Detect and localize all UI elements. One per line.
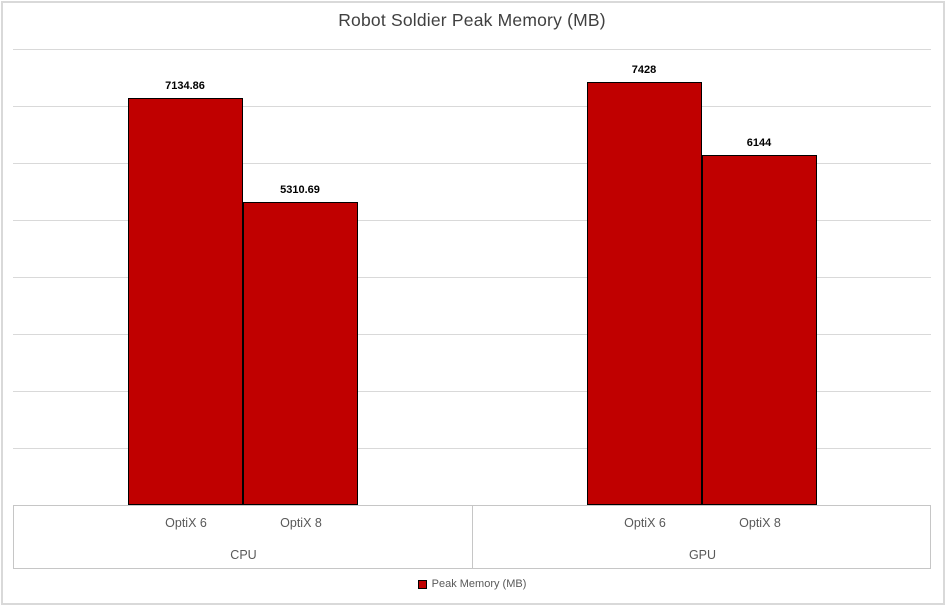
gridline bbox=[13, 448, 931, 449]
bar-value-label: 5310.69 bbox=[280, 184, 320, 197]
gridline bbox=[13, 277, 931, 278]
group-label: GPU bbox=[688, 548, 717, 562]
legend: Peak Memory (MB) bbox=[13, 575, 931, 593]
plot-area: 7134.86 5310.69 7428 6144 bbox=[13, 49, 931, 506]
gridline bbox=[13, 49, 931, 50]
bar-cpu-2 bbox=[242, 202, 358, 505]
bar-value-label: 7428 bbox=[631, 63, 657, 76]
category-label: OptiX 6 bbox=[624, 516, 666, 530]
bar-cpu-1 bbox=[127, 98, 243, 505]
category-axis: OptiX 6 OptiX 8 CPU OptiX 6 OptiX 8 GPU bbox=[13, 505, 931, 569]
category-label: OptiX 8 bbox=[280, 516, 322, 530]
gridline bbox=[13, 220, 931, 221]
legend-marker-icon bbox=[417, 579, 427, 589]
legend-label: Peak Memory (MB) bbox=[431, 578, 527, 590]
bar-value-label: 6144 bbox=[746, 136, 772, 149]
bar-gpu-2 bbox=[701, 154, 817, 505]
group-label: CPU bbox=[230, 548, 257, 562]
gridline bbox=[13, 106, 931, 107]
gridline bbox=[13, 334, 931, 335]
bar-value-label: 7134.86 bbox=[165, 80, 205, 93]
gridline bbox=[13, 163, 931, 164]
category-label: OptiX 6 bbox=[165, 516, 207, 530]
gridline bbox=[13, 391, 931, 392]
bar-gpu-1 bbox=[586, 81, 702, 505]
category-label: OptiX 8 bbox=[739, 516, 781, 530]
group-separator bbox=[472, 505, 473, 568]
chart-title: Robot Soldier Peak Memory (MB) bbox=[338, 10, 606, 30]
